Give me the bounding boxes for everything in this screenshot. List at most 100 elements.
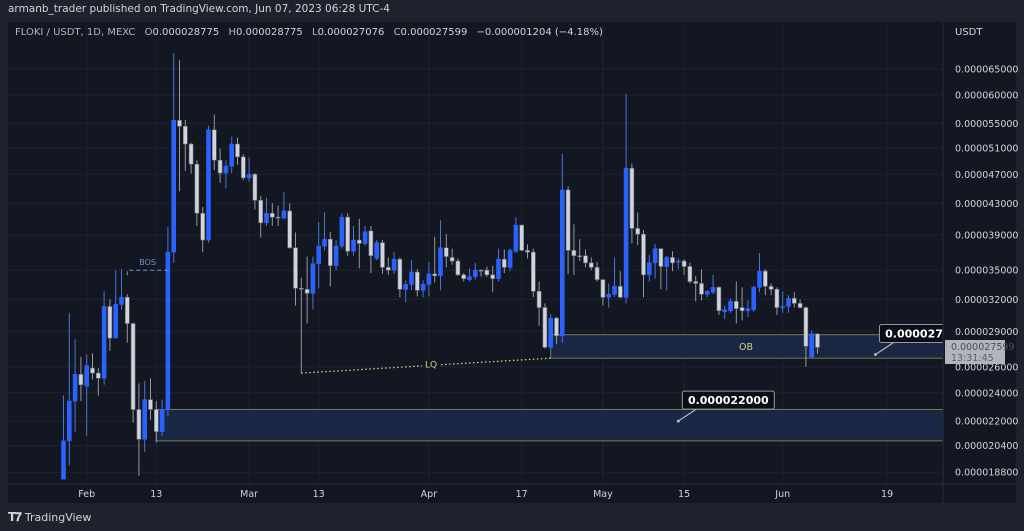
candle-bearish (125, 294, 130, 343)
bos-line (126, 269, 168, 276)
candle-body (206, 129, 211, 241)
candle-body (322, 238, 327, 247)
candle-bearish (617, 271, 623, 299)
candle-body (733, 301, 739, 309)
candle-body (107, 306, 113, 339)
candle-bullish (101, 291, 107, 385)
ob-label: OB (739, 342, 753, 353)
candle-body (722, 309, 728, 313)
time-tick-label: 19 (881, 489, 893, 500)
candle-bullish (780, 291, 786, 313)
candle-bearish (298, 277, 304, 374)
candle-bullish (675, 258, 681, 270)
price-tick-label: 0.000055000 (955, 119, 1018, 130)
candle-body (710, 287, 716, 293)
price-callout: 0.000027000 (874, 324, 943, 357)
current-price-box (945, 340, 1005, 364)
candle-bullish (722, 305, 728, 320)
candle-bearish (154, 401, 159, 443)
candle-body (490, 274, 496, 279)
time-tick-label: Mar (240, 489, 258, 500)
price-tick-label: 0.000029000 (955, 327, 1018, 338)
candle-body (728, 301, 733, 311)
candle-bullish (391, 252, 397, 274)
price-tick-label: 0.000026000 (955, 362, 1018, 373)
candle-body (432, 273, 438, 277)
candle-body (420, 284, 426, 291)
candle-bearish (327, 231, 333, 287)
candle-body (675, 260, 681, 263)
callout-box (681, 390, 775, 410)
price-tick-label: 0.000024000 (955, 388, 1018, 399)
candle-body (391, 258, 397, 271)
candle-bearish (443, 234, 449, 268)
brand-name[interactable]: TradingView (24, 511, 92, 524)
candle-bullish (72, 339, 78, 432)
price-axis[interactable]: 0.000065000 0.000060000 0.000055000 0.00005… (955, 65, 1018, 479)
candle-bearish (461, 272, 467, 282)
candle-body (501, 258, 507, 268)
candle-body (414, 271, 420, 291)
price-tick-label: 0.000039000 (955, 231, 1018, 242)
candle-body (623, 167, 629, 298)
candle-bearish (107, 299, 113, 351)
candle-body (496, 258, 501, 279)
candle-bullish (710, 274, 716, 295)
current-price-label: 0.000027599 13:31:45 (945, 340, 1014, 364)
low-value: 0.000027076 (317, 27, 385, 38)
candle-bullish (61, 395, 66, 480)
candle-bearish (681, 259, 687, 275)
time-tick-label: 17 (516, 489, 528, 500)
candle-bearish (658, 248, 664, 290)
candle-body (530, 251, 536, 292)
lq-label: LQ (425, 361, 437, 371)
candle-body (327, 238, 333, 266)
candle-bearish (397, 257, 403, 298)
high-value: 0.000028775 (235, 27, 303, 38)
candle-body (345, 216, 351, 252)
candle-bullish (646, 254, 652, 282)
price-tick-label: 0.000060000 (955, 91, 1018, 102)
candle-body (606, 293, 612, 298)
candle-bullish (623, 93, 629, 304)
candle-bearish (519, 224, 525, 252)
candle-bullish (316, 221, 322, 289)
annotations: BOS LQ OB 0.000022000 0.000027000 (126, 258, 943, 423)
candle-bearish (693, 275, 699, 302)
candle-bullish (339, 213, 345, 249)
open-value: 0.000028775 (152, 27, 220, 38)
candle-bearish (432, 236, 438, 283)
candle-body (472, 269, 478, 278)
price-tick-label: 0.000022000 (955, 417, 1018, 428)
candle-bullish (728, 298, 733, 313)
time-axis[interactable]: Feb 13 Mar 13 Apr 17 May 15 Jun 19 (78, 489, 893, 500)
high-label: H (228, 27, 236, 38)
candle-bullish (745, 300, 751, 318)
candle-body (362, 231, 368, 244)
candle-bullish (119, 269, 124, 310)
candle-body (762, 270, 768, 287)
candle-bullish (409, 260, 414, 291)
candle-bullish (310, 256, 316, 310)
candle-bearish (241, 154, 246, 180)
candle-body (61, 440, 66, 480)
candle-bearish (536, 281, 542, 326)
symbol-name[interactable]: FLOKI / USDT, 1D, MEXC (15, 27, 136, 38)
candle-body (704, 290, 710, 295)
candle-body (252, 174, 258, 201)
candle-bearish (380, 240, 385, 274)
candle-body (287, 210, 293, 249)
callout-anchor (676, 419, 680, 423)
current-price-value: 0.000027599 (951, 342, 1014, 353)
currency-unit[interactable]: USDT (955, 27, 983, 38)
candle-body (385, 267, 391, 271)
candle-body (356, 239, 362, 244)
candle-bullish (374, 240, 380, 261)
candle-body (745, 308, 751, 311)
candle-body (96, 372, 101, 379)
candle-bullish (223, 160, 229, 189)
candle-body (72, 374, 78, 402)
lq-label-bg (422, 358, 440, 370)
candle-body (507, 250, 513, 268)
